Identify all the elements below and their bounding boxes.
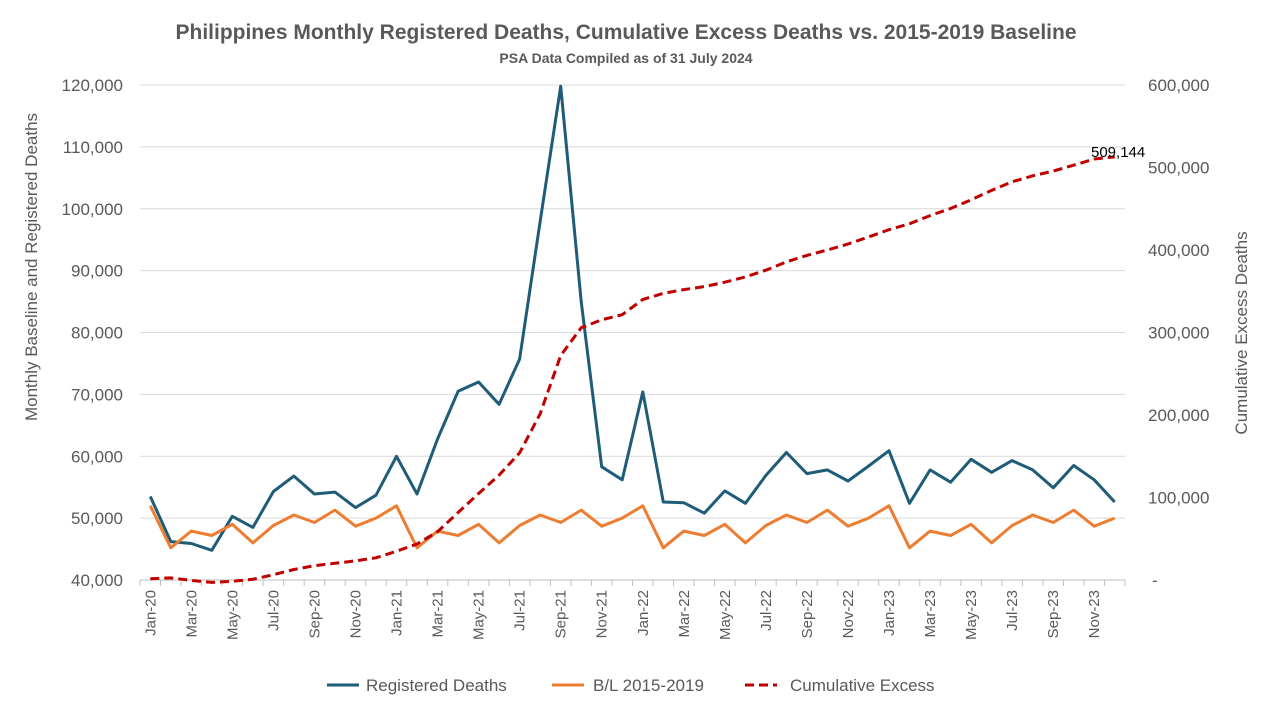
x-tick-label: Jan-20: [142, 590, 159, 636]
y-tick-label: 70,000: [71, 385, 123, 404]
series-lines: [148, 84, 1116, 584]
y-tick-label: 50,000: [71, 509, 123, 528]
x-tick-label: Nov-21: [594, 590, 611, 638]
x-tick-label: Nov-20: [347, 590, 364, 638]
x-tick-label: Sep-20: [306, 590, 323, 638]
x-tick-label: Jul-23: [1004, 590, 1021, 631]
legend: Registered Deaths B/L 2015-2019 Cumulative…: [327, 676, 935, 695]
x-tick-label: Sep-22: [799, 590, 816, 638]
x-tick-label: Jul-21: [512, 590, 529, 631]
y-tick-label: 60,000: [71, 447, 123, 466]
x-tick-label: Mar-23: [922, 590, 939, 638]
y-axis-title: Monthly Baseline and Registered Deaths: [22, 113, 41, 421]
chart-title: Philippines Monthly Registered Deaths, C…: [175, 21, 1076, 44]
x-tick-label: Nov-22: [840, 590, 857, 638]
y2-tick-label: 400,000: [1148, 241, 1209, 260]
x-tick-label: May-20: [224, 590, 241, 640]
x-tick-label: May-22: [717, 590, 734, 640]
x-tick-label: Mar-22: [676, 590, 693, 638]
series-line-cumulative-excess: [150, 155, 1115, 584]
y-tick-label: 120,000: [62, 76, 123, 95]
x-tick-label: May-21: [471, 590, 488, 640]
tick-labels: 40,000 50,000 60,000 70,000 80,000 90,000 100,…: [62, 76, 1210, 640]
x-tick-label: Sep-23: [1045, 590, 1062, 638]
x-tick-label: Jan-21: [389, 590, 406, 636]
y2-tick-label: 200,000: [1148, 406, 1209, 425]
y-tick-label: 80,000: [71, 324, 123, 343]
x-tick-label: May-23: [963, 590, 980, 640]
x-tick-label: Mar-21: [430, 590, 447, 638]
data-label: 509,144: [1091, 144, 1145, 161]
legend-label: Registered Deaths: [366, 676, 507, 695]
y-tick-label: 90,000: [71, 262, 123, 281]
y2-axis-title: Cumulative Excess Deaths: [1232, 231, 1251, 434]
x-tick-label: Nov-23: [1086, 590, 1103, 638]
x-tick-label: Jan-22: [635, 590, 652, 636]
chart-subtitle: PSA Data Compiled as of 31 July 2024: [499, 50, 752, 66]
annotations: 509,144: [1091, 144, 1145, 161]
x-tick-label: Jan-23: [881, 590, 898, 636]
y2-tick-label: 300,000: [1148, 324, 1209, 343]
y2-tick-label: 500,000: [1148, 159, 1209, 178]
y-tick-label: 100,000: [62, 200, 123, 219]
x-tick-label: Mar-20: [183, 590, 200, 638]
x-tick-label: Sep-21: [553, 590, 570, 638]
series-line-b-l-2015-2019: [148, 504, 1116, 550]
series-line-registered-deaths: [148, 84, 1116, 552]
legend-label: B/L 2015-2019: [593, 676, 704, 695]
legend-label: Cumulative Excess: [790, 676, 935, 695]
y-tick-label: 40,000: [71, 571, 123, 590]
axes: [139, 579, 1126, 586]
y2-tick-label: 100,000: [1148, 489, 1209, 508]
y-tick-label: 110,000: [63, 138, 123, 157]
x-tick-label: Jul-22: [758, 590, 775, 631]
y2-tick-label: 600,000: [1148, 76, 1209, 95]
y2-tick-label: -: [1152, 571, 1158, 590]
x-tick-label: Jul-20: [265, 590, 282, 631]
